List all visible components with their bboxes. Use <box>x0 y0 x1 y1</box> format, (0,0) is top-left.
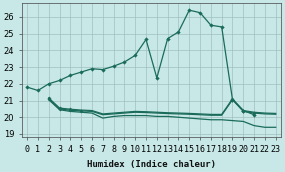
X-axis label: Humidex (Indice chaleur): Humidex (Indice chaleur) <box>87 159 216 169</box>
